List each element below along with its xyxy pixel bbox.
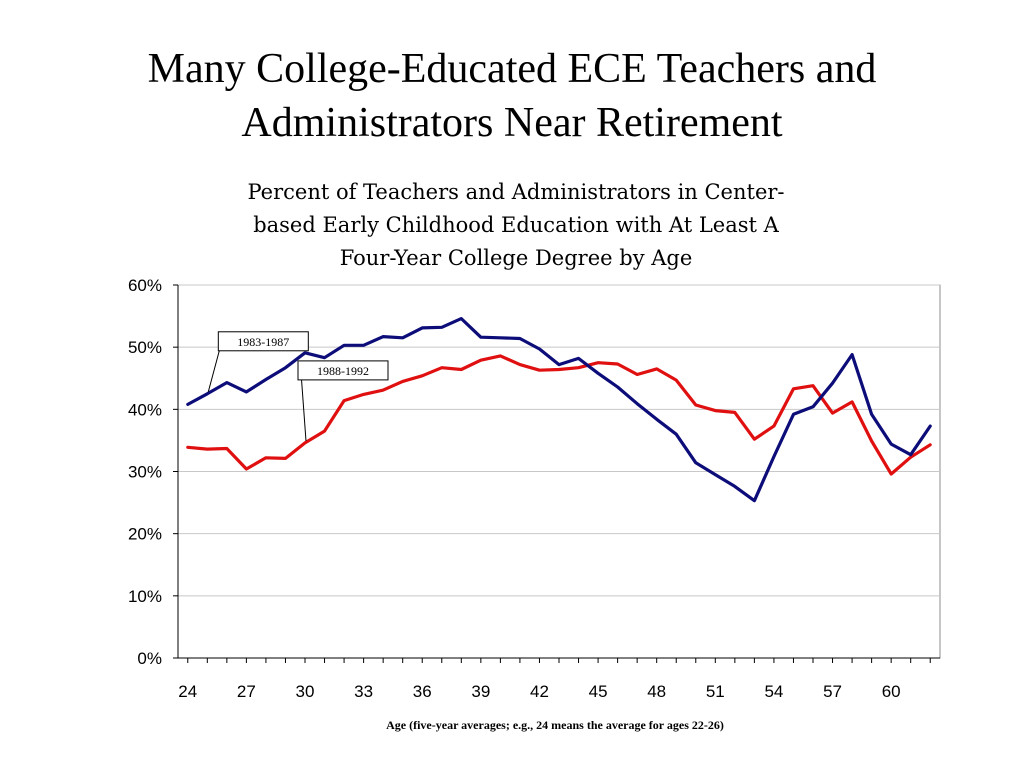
y-tick-label: 30% xyxy=(128,463,162,482)
y-tick-label: 40% xyxy=(128,400,162,419)
x-tick-label: 27 xyxy=(237,682,256,701)
x-tick-label: 36 xyxy=(413,682,432,701)
y-tick-label: 10% xyxy=(128,587,162,606)
x-tick-label: 33 xyxy=(354,682,373,701)
slide-title-line-1: Many College-Educated ECE Teachers and xyxy=(147,46,877,92)
annotation-box xyxy=(217,331,309,352)
chart-title-line-1: Percent of Teachers and Administrators i… xyxy=(247,180,785,204)
x-tick-label: 54 xyxy=(764,682,783,701)
annotation-box xyxy=(297,360,389,381)
series-line-1988-1992 xyxy=(186,354,932,476)
x-tick-label: 57 xyxy=(823,682,842,701)
annotation-label: 1988-1992 xyxy=(317,364,369,378)
x-tick-label: 30 xyxy=(296,682,315,701)
y-tick-label: 50% xyxy=(128,338,162,357)
x-tick-label: 24 xyxy=(178,682,197,701)
chart-title-line-2: based Early Childhood Education with At … xyxy=(253,213,779,237)
x-tick-label: 51 xyxy=(706,682,725,701)
x-axis-label: Age (five-year averages; e.g., 24 means … xyxy=(386,718,724,732)
y-tick-label: 60% xyxy=(128,276,162,295)
annotation-leader-line xyxy=(300,372,307,441)
chart-title-line-3: Four-Year College Degree by Age xyxy=(339,246,693,270)
slide-title: Many College-Educated ECE Teachers and A… xyxy=(0,42,1024,150)
x-tick-label: 45 xyxy=(589,682,608,701)
y-tick-label: 20% xyxy=(128,525,162,544)
annotation-leader-line xyxy=(207,343,222,392)
x-tick-label: 42 xyxy=(530,682,549,701)
series-line-1983-1987 xyxy=(186,317,932,503)
annotation-label: 1983-1987 xyxy=(237,335,289,349)
y-tick-label: 0% xyxy=(137,649,162,668)
chart-title: Percent of Teachers and Administrators i… xyxy=(150,176,882,275)
slide-title-line-2: Administrators Near Retirement xyxy=(241,100,783,146)
x-tick-label: 39 xyxy=(471,682,490,701)
x-tick-label: 48 xyxy=(647,682,666,701)
x-tick-label: 60 xyxy=(882,682,901,701)
